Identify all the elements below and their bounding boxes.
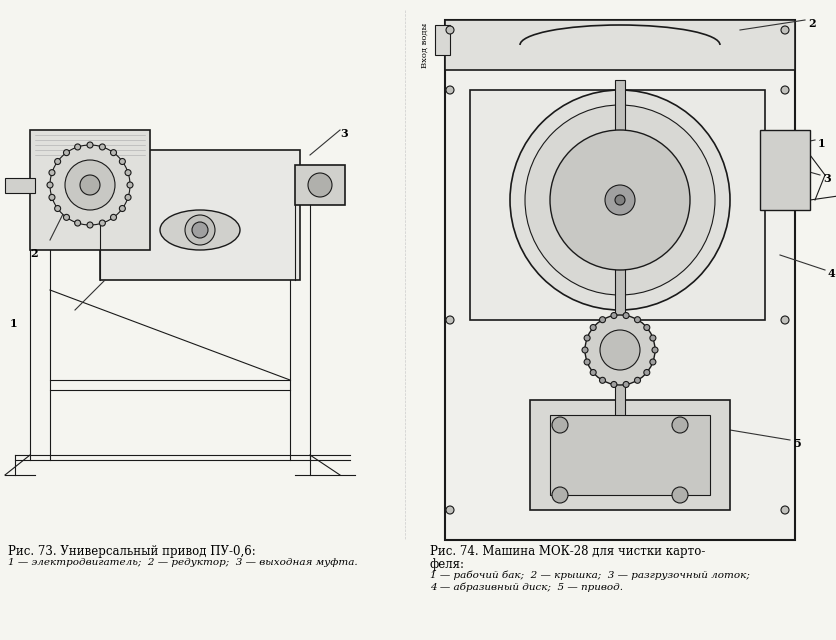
Circle shape xyxy=(552,417,568,433)
Circle shape xyxy=(120,159,125,164)
Text: 4: 4 xyxy=(828,268,836,279)
Circle shape xyxy=(308,173,332,197)
Circle shape xyxy=(446,316,454,324)
Circle shape xyxy=(54,205,61,211)
Circle shape xyxy=(644,369,650,376)
Circle shape xyxy=(74,220,80,226)
Circle shape xyxy=(623,312,629,319)
Circle shape xyxy=(605,185,635,215)
Text: 3: 3 xyxy=(340,128,348,139)
Text: 2: 2 xyxy=(808,18,816,29)
Circle shape xyxy=(672,417,688,433)
Circle shape xyxy=(650,359,656,365)
Text: 1 — электродвигатель;  2 — редуктор;  3 — выходная муфта.: 1 — электродвигатель; 2 — редуктор; 3 — … xyxy=(8,558,358,567)
Bar xyxy=(615,80,625,430)
Text: 1: 1 xyxy=(818,138,826,149)
Circle shape xyxy=(49,195,55,200)
Circle shape xyxy=(600,330,640,370)
Circle shape xyxy=(650,335,656,341)
Circle shape xyxy=(125,195,131,200)
Circle shape xyxy=(64,150,69,156)
Circle shape xyxy=(510,90,730,310)
Circle shape xyxy=(125,170,131,175)
Text: 1 — рабочий бак;  2 — крышка;  3 — разгрузочный лоток;: 1 — рабочий бак; 2 — крышка; 3 — разгруз… xyxy=(430,571,750,580)
Circle shape xyxy=(599,317,605,323)
Circle shape xyxy=(590,369,596,376)
Text: 3: 3 xyxy=(823,173,831,184)
Circle shape xyxy=(185,215,215,245)
Text: 2: 2 xyxy=(30,248,38,259)
Bar xyxy=(445,20,795,540)
Circle shape xyxy=(87,142,93,148)
Circle shape xyxy=(74,144,80,150)
Circle shape xyxy=(80,175,100,195)
Circle shape xyxy=(552,487,568,503)
Text: Вход воды: Вход воды xyxy=(421,22,429,68)
Circle shape xyxy=(525,105,715,295)
Circle shape xyxy=(192,222,208,238)
Bar xyxy=(295,165,345,205)
Circle shape xyxy=(446,86,454,94)
Circle shape xyxy=(99,220,105,226)
Circle shape xyxy=(120,205,125,211)
Bar xyxy=(530,400,730,510)
Text: феля:: феля: xyxy=(430,558,465,571)
Circle shape xyxy=(635,378,640,383)
Bar xyxy=(470,90,765,320)
Circle shape xyxy=(584,359,590,365)
Circle shape xyxy=(99,144,105,150)
Circle shape xyxy=(49,170,55,175)
Circle shape xyxy=(50,145,130,225)
Text: Рис. 74. Машина МОК-28 для чистки карто-: Рис. 74. Машина МОК-28 для чистки карто- xyxy=(430,545,706,558)
Circle shape xyxy=(110,150,116,156)
Circle shape xyxy=(584,335,590,341)
Circle shape xyxy=(110,214,116,220)
Bar xyxy=(100,150,300,280)
Circle shape xyxy=(623,381,629,387)
Circle shape xyxy=(635,317,640,323)
Circle shape xyxy=(672,487,688,503)
Circle shape xyxy=(446,26,454,34)
Circle shape xyxy=(652,347,658,353)
Bar xyxy=(435,25,450,55)
Bar xyxy=(550,415,710,495)
Circle shape xyxy=(585,315,655,385)
Circle shape xyxy=(87,222,93,228)
Circle shape xyxy=(47,182,53,188)
Circle shape xyxy=(64,214,69,220)
Bar xyxy=(5,178,35,193)
Bar xyxy=(30,130,150,250)
Circle shape xyxy=(127,182,133,188)
Circle shape xyxy=(611,312,617,319)
Circle shape xyxy=(781,86,789,94)
Circle shape xyxy=(582,347,588,353)
Circle shape xyxy=(65,160,115,210)
Bar xyxy=(445,20,795,70)
Text: 1: 1 xyxy=(10,318,18,329)
Circle shape xyxy=(54,159,61,164)
Text: Рис. 73. Универсальный привод ПУ-0,6:: Рис. 73. Универсальный привод ПУ-0,6: xyxy=(8,545,256,558)
Circle shape xyxy=(781,316,789,324)
Bar xyxy=(760,130,810,210)
Ellipse shape xyxy=(160,210,240,250)
Circle shape xyxy=(781,26,789,34)
Circle shape xyxy=(615,195,625,205)
Circle shape xyxy=(611,381,617,387)
Text: 5: 5 xyxy=(793,438,801,449)
Circle shape xyxy=(644,324,650,330)
Circle shape xyxy=(599,378,605,383)
Circle shape xyxy=(550,130,690,270)
Text: 4 — абразивный диск;  5 — привод.: 4 — абразивный диск; 5 — привод. xyxy=(430,583,623,593)
Circle shape xyxy=(446,506,454,514)
Circle shape xyxy=(781,506,789,514)
Circle shape xyxy=(590,324,596,330)
